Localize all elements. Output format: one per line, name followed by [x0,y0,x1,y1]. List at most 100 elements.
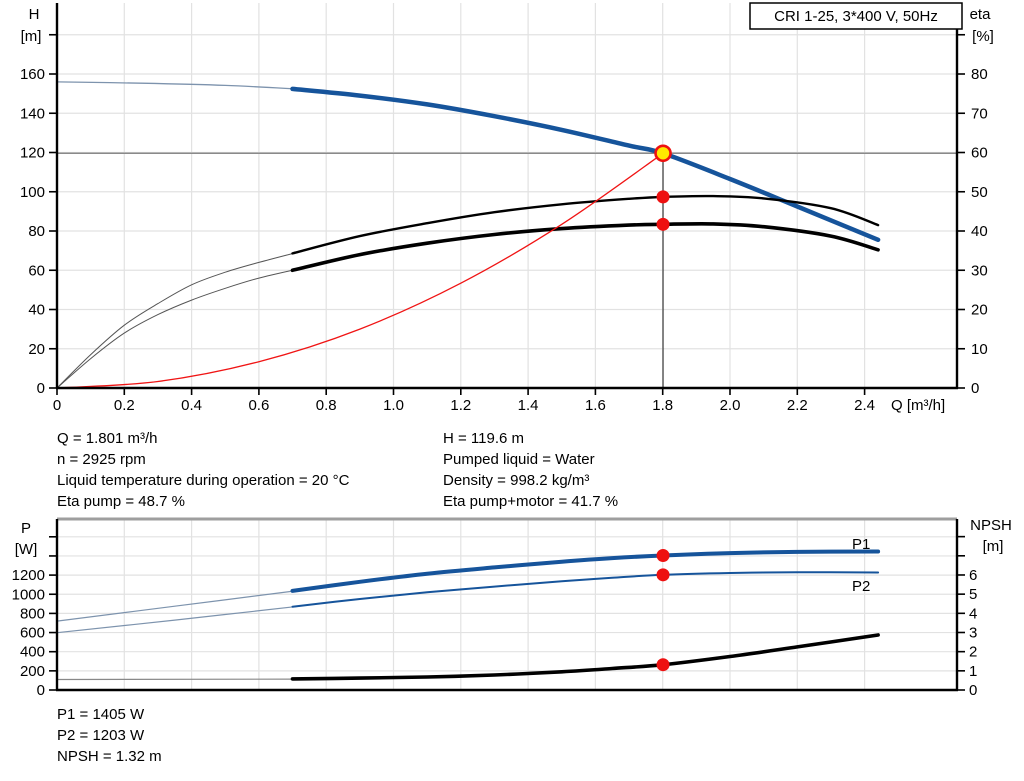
p2-curve-label: P2 [852,578,870,595]
p2-thin-curve [56,605,300,634]
power-npsh-info-line: P2 = 1203 W [57,727,145,744]
bottom-chart-tick-labels: 0 200 400 600 800 1000 1200 0 1 2 3 4 5 6 [12,567,978,699]
bottom-chart-axes [49,519,965,692]
h-axis-title: H [29,6,40,23]
pump-head-thin-curve [56,81,300,90]
p-tick-label: 0 [37,682,45,699]
duty-info-line: Liquid temperature during operation = 20… [57,472,350,489]
eta-tick-label: 60 [971,145,988,162]
duty-info-line: Pumped liquid = Water [443,451,595,468]
q-tick-label: 2.2 [787,397,808,414]
h-tick-label: 20 [28,341,45,358]
q-tick-label: 1.6 [585,397,606,414]
npsh-duty-dot [656,658,670,672]
p1-curve [290,549,881,593]
top-chart-tick-labels: 0 20 40 60 80 100 120 140 160 0 10 20 30 40 50 60 70 80 0 0… [20,66,988,414]
system-curve-curve [56,152,664,389]
npsh-curve [290,633,880,681]
q-axis-title: Q [m³/h] [891,397,945,414]
duty-info-line: Eta pump+motor = 41.7 % [443,493,619,510]
npsh-tick-label: 6 [969,567,977,584]
h-tick-label: 140 [20,105,45,122]
duty-info-line: Q = 1.801 m³/h [57,430,158,447]
h-tick-label: 40 [28,302,45,319]
p-tick-label: 1000 [12,586,45,603]
q-tick-label: 2.0 [720,397,741,414]
eta-pump-motor-curve [290,221,880,273]
npsh-axis-unit: [m] [983,538,1004,555]
q-tick-label: 1.8 [652,397,673,414]
npsh-tick-label: 5 [969,586,977,603]
npsh-tick-label: 3 [969,624,977,641]
h-tick-label: 120 [20,145,45,162]
eta-tick-label: 20 [971,302,988,319]
eta-tick-label: 10 [971,341,988,358]
duty-info-line: Density = 998.2 kg/m³ [443,472,590,489]
q-tick-label: 0 [53,397,61,414]
bottom-chart-gridlines [57,517,957,690]
operating-point-info-right: H = 119.6 m Pumped liquid = Water Density … [443,428,618,512]
p-axis-title: P [21,520,31,537]
bottom-chart-duty-markers [656,548,670,672]
npsh-tick-label: 2 [969,644,977,661]
q-tick-label: 1.2 [450,397,471,414]
q-tick-label: 1.4 [518,397,539,414]
h-tick-label: 0 [37,380,45,397]
eta-pump-motor-duty-dot [656,217,670,231]
h-tick-label: 80 [28,223,45,240]
pump-title-box: CRI 1-25, 3*400 V, 50Hz [749,2,963,30]
title-box-frame [749,2,963,30]
eta-pump-thin-curve [56,251,300,389]
npsh-tick-label: 0 [969,682,977,699]
p-axis-unit: [W] [15,541,38,558]
h-tick-label: 60 [28,262,45,279]
eta-tick-label: 40 [971,223,988,240]
eta-tick-label: 70 [971,105,988,122]
eta-tick-label: 80 [971,66,988,83]
p-tick-label: 200 [20,663,45,680]
p-tick-label: 1200 [12,567,45,584]
duty-info-line: H = 119.6 m [443,430,525,447]
operating-point-info-left: Q = 1.801 m³/h n = 2925 rpm Liquid tempera… [57,428,349,512]
q-tick-label: 0.4 [181,397,202,414]
eta-axis-title: eta [970,6,992,23]
top-chart-axes [49,3,965,395]
pump-head-curve [290,86,881,243]
eta-pump-curve [291,194,880,255]
q-tick-label: 0.2 [114,397,135,414]
h-tick-label: 160 [20,66,45,83]
p-tick-label: 800 [20,605,45,622]
p1-duty-dot [656,548,670,562]
q-tick-label: 1.0 [383,397,404,414]
title-box-label: CRI 1-25, 3*400 V, 50Hz [774,8,938,25]
h-axis-unit: [m] [21,28,42,45]
duty-info-line: n = 2925 rpm [57,451,146,468]
top-chart-gridlines [57,3,957,388]
p-tick-label: 400 [20,644,45,661]
npsh-tick-label: 4 [969,605,977,622]
power-npsh-info: P1 = 1405 W P2 = 1203 W NPSH = 1.32 m [57,704,162,767]
npsh-axis-title: NPSH [970,517,1012,534]
p2-duty-dot [656,568,670,582]
eta-tick-label: 0 [971,380,979,397]
eta-tick-label: 30 [971,262,988,279]
q-tick-label: 0.8 [316,397,337,414]
eta-axis-unit: [%] [972,28,994,45]
duty-info-line: Eta pump = 48.7 % [57,493,185,510]
p1-curve-label: P1 [852,536,870,553]
p2-curve [291,571,880,608]
duty-point-marker [654,144,672,163]
eta-tick-label: 50 [971,184,988,201]
eta-pump-duty-dot [656,190,670,204]
top-chart-duty-markers [654,144,672,231]
p1-thin-curve [56,589,300,622]
p-tick-label: 600 [20,625,45,642]
q-tick-label: 0.6 [248,397,269,414]
power-npsh-info-line: P1 = 1405 W [57,706,145,723]
eta-pump-motor-thin-curve [56,268,300,389]
top-chart: 0 20 40 60 80 100 120 140 160 0 10 20 30 40 50 60 70 80 0 0… [20,3,994,414]
npsh-tick-label: 1 [969,663,977,680]
